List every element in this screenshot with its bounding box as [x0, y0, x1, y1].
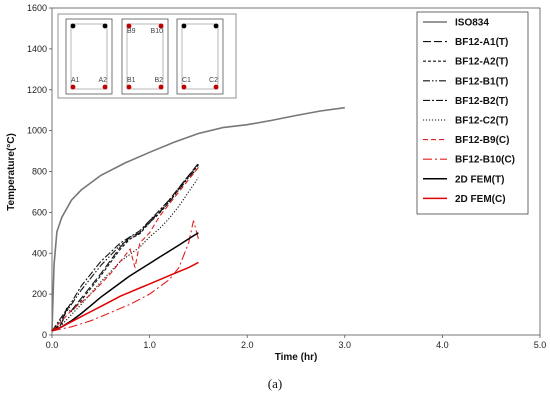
y-tick-label: 600: [32, 207, 47, 217]
legend-label: BF12-A1(T): [455, 37, 508, 48]
series-line-iso834: [51, 106, 345, 331]
rebar-marker: [70, 23, 76, 29]
inset-point-label: B1: [127, 77, 136, 84]
inset-frame: [57, 13, 237, 99]
legend-label: BF12-B2(T): [455, 96, 508, 107]
x-tick-label: 2.0: [241, 340, 254, 350]
legend-label: BF12-A2(T): [455, 57, 508, 68]
x-tick-label: 1.0: [143, 340, 156, 350]
rebar-marker: [102, 23, 108, 29]
y-tick-label: 0: [42, 330, 47, 340]
legend-label: BF12-C2(T): [455, 116, 508, 127]
y-tick-label: 400: [32, 248, 47, 258]
series-line-2d-fem-t-: [51, 232, 199, 332]
y-tick-label: 200: [32, 289, 47, 299]
rebar-marker: [181, 23, 187, 29]
y-tick-label: 1400: [27, 44, 47, 54]
y-axis-title: Temperature(°C): [6, 133, 17, 211]
y-tick-label: 1600: [27, 3, 47, 13]
y-tick-label: 1200: [27, 85, 47, 95]
rebar-marker: [126, 23, 132, 29]
x-tick-label: 3.0: [339, 340, 352, 350]
series-line-bf12-b1-t-: [51, 167, 199, 332]
x-tick-label: 4.0: [436, 340, 449, 350]
figure-caption: (a): [268, 376, 282, 391]
legend-label: BF12-B9(C): [455, 135, 509, 146]
stirrup-outline: [181, 23, 219, 90]
legend-box: [416, 11, 529, 215]
inset-point-label: C2: [209, 77, 218, 84]
legend-label: ISO834: [455, 18, 489, 29]
legend-label: BF12-B10(C): [455, 155, 515, 166]
section-outline: [121, 18, 169, 95]
rebar-marker: [158, 23, 164, 29]
rebar-marker: [213, 23, 219, 29]
series-line-2d-fem-c-: [51, 261, 199, 332]
stirrup-outline: [126, 23, 164, 90]
x-tick-label: 0.0: [46, 340, 59, 350]
inset-point-label: B2: [154, 77, 163, 84]
inset-point-label: A2: [98, 77, 107, 84]
series-lines: [51, 106, 345, 332]
x-axis-title: Time (hr): [275, 352, 318, 363]
inset-point-label: B9: [127, 28, 136, 35]
rebar-marker: [70, 84, 76, 90]
series-line-bf12-b10-c-: [51, 220, 199, 332]
legend-label: 2D FEM(T): [455, 174, 504, 185]
rebar-marker: [181, 84, 187, 90]
x-tick-label: 5.0: [534, 340, 547, 350]
stirrup-outline: [70, 23, 108, 90]
x-axis-ticks: 0.0 1.0 2.0 3.0 4.0 5.0: [46, 335, 547, 350]
legend-label: 2D FEM(C): [455, 194, 506, 205]
rebar-marker: [126, 84, 132, 90]
legend: ISO834 BF12-A1(T) BF12-A2(T) BF12-B1(T) BF12…: [416, 11, 529, 215]
rebar-marker: [102, 84, 108, 90]
y-axis-ticks: 0 200 400 600 800 1000 1200 1400 1600: [27, 3, 52, 340]
y-tick-label: 800: [32, 167, 47, 177]
section-outline: [176, 18, 224, 95]
inset-point-label: C1: [182, 77, 191, 84]
series-line-bf12-b9-c-: [51, 167, 199, 332]
cross-section-inset: A1 A2 B1 B2 B9 B10 C1 C2: [57, 13, 237, 99]
rebar-marker: [158, 84, 164, 90]
y-tick-label: 1000: [27, 126, 47, 136]
section-outline: [65, 18, 113, 95]
inset-point-label: A1: [71, 77, 80, 84]
inset-point-label: B10: [151, 28, 164, 35]
legend-label: BF12-B1(T): [455, 76, 508, 87]
rebar-marker: [213, 84, 219, 90]
